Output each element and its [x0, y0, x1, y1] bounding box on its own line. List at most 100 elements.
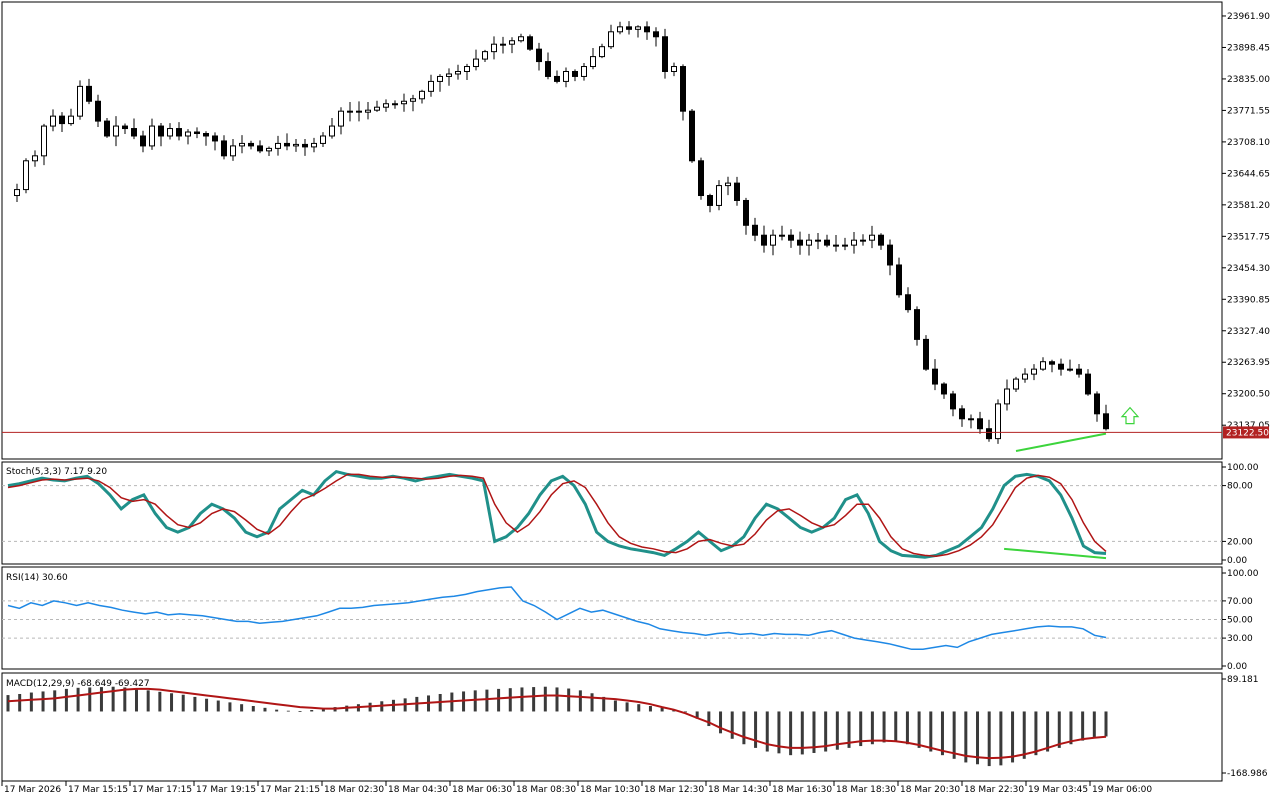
- candle-body: [608, 31, 614, 48]
- macd-histogram-bar: [251, 706, 255, 712]
- macd-histogram-bar: [228, 702, 232, 712]
- price-tick-label: 23835.00: [1227, 75, 1270, 85]
- candle-body: [455, 70, 461, 75]
- candle-body: [383, 103, 389, 108]
- candle-body: [1040, 361, 1046, 370]
- macd-histogram-bar: [298, 711, 302, 712]
- price-tick-label: 23898.45: [1227, 43, 1270, 53]
- candle-body: [491, 43, 497, 53]
- price-pane[interactable]: [1, 1, 1223, 460]
- candle-body: [104, 120, 110, 137]
- candle-body: [401, 100, 407, 105]
- rsi-line: [7, 586, 1107, 651]
- macd-histogram-bar: [847, 711, 851, 748]
- macd-histogram-bar: [543, 686, 547, 712]
- candle-body: [374, 106, 380, 111]
- macd-histogram-bar: [88, 687, 92, 712]
- candle-body: [977, 418, 983, 430]
- macd-histogram-bar: [1092, 711, 1096, 737]
- candle-body: [1103, 413, 1109, 430]
- candle-body: [959, 408, 965, 420]
- candle-body: [356, 110, 362, 113]
- candle-body: [1031, 368, 1037, 375]
- macd-histogram-bar: [567, 688, 571, 712]
- candle-body: [833, 244, 839, 247]
- candle-body: [446, 73, 452, 77]
- macd-histogram-bar: [321, 708, 325, 712]
- candle-body: [275, 142, 281, 149]
- price-axis: 23961.90 23898.45 23835.00 23771.55 23708.10…: [1222, 12, 1270, 431]
- time-axis: 17 Mar 2026 17 Mar 15:15 17 Mar 17:15 17 Ma…: [1, 781, 1152, 795]
- candle-body: [293, 143, 299, 147]
- candle-body: [698, 160, 704, 197]
- candle-body: [1076, 368, 1082, 375]
- candle-body: [23, 160, 29, 191]
- candle-body: [311, 142, 317, 148]
- candle-body: [806, 239, 812, 246]
- macd-histogram-bar: [53, 690, 57, 712]
- macd-histogram-bar: [765, 711, 769, 752]
- macd-histogram-bar: [508, 688, 512, 712]
- candle-body: [50, 115, 56, 127]
- macd-histogram-bar: [286, 710, 290, 712]
- price-tick-label: 23517.75: [1227, 232, 1270, 242]
- candle-body: [986, 428, 992, 440]
- time-tick-label: 17 Mar 17:15: [132, 785, 192, 795]
- macd-histogram-bar: [882, 711, 886, 743]
- rsi-title: RSI(14) 30.60: [6, 573, 68, 583]
- rsi-pane[interactable]: [1, 566, 1223, 670]
- macd-histogram-bar: [976, 711, 980, 765]
- macd-histogram-bar: [193, 696, 197, 712]
- candle-body: [410, 98, 416, 102]
- candle-body: [320, 135, 326, 144]
- indicator-tick-label: 0.00: [1227, 662, 1247, 672]
- price-divergence-line: [1015, 432, 1107, 453]
- macd-signal-line: [7, 687, 1107, 760]
- candle-body: [419, 90, 425, 100]
- candle-body: [1085, 373, 1091, 395]
- time-tick-label: 18 Mar 22:30: [964, 785, 1024, 795]
- macd-histogram-bar: [497, 688, 501, 712]
- current-price-line: 23122.50: [2, 426, 1269, 439]
- stochastic-main-line: [7, 469, 1107, 559]
- macd-histogram-bar: [1034, 711, 1038, 756]
- indicator-tick-label: 20.00: [1227, 537, 1253, 547]
- candle-body: [1067, 368, 1073, 371]
- macd-histogram-bar: [1011, 711, 1015, 763]
- time-tick-label: 18 Mar 04:30: [388, 785, 448, 795]
- macd-histogram-bar: [964, 711, 968, 763]
- candle-body: [203, 133, 209, 137]
- macd-histogram-bar: [625, 702, 629, 712]
- candle-body: [788, 234, 794, 241]
- time-tick-label: 17 Mar 21:15: [260, 785, 320, 795]
- price-tick-label: 23137.05: [1227, 421, 1270, 431]
- price-tick-label: 23200.50: [1227, 390, 1270, 400]
- macd-histogram-bar: [789, 711, 793, 756]
- time-tick-label: 18 Mar 06:30: [452, 785, 512, 795]
- candle-body: [32, 155, 38, 162]
- indicator-tick-label: 70.00: [1227, 597, 1253, 607]
- candle-body: [1004, 388, 1010, 405]
- macd-histogram-bar: [917, 711, 921, 748]
- macd-histogram-bar: [859, 711, 863, 747]
- macd-histogram-bar: [683, 711, 687, 713]
- macd-histogram-bar: [205, 698, 209, 712]
- candle-body: [680, 66, 686, 112]
- price-tick-label: 23263.95: [1227, 358, 1270, 368]
- candle-body: [437, 75, 443, 82]
- stochastic-pane[interactable]: [1, 461, 1223, 565]
- macd-histogram-bar: [29, 692, 33, 712]
- macd-histogram-bar: [170, 693, 174, 712]
- candle-body: [230, 145, 236, 157]
- macd-pane[interactable]: [1, 672, 1223, 782]
- candle-body: [968, 418, 974, 421]
- candle-body: [212, 135, 218, 142]
- candle-body: [77, 85, 83, 117]
- candle-body: [599, 46, 605, 58]
- candle-body: [1049, 361, 1055, 365]
- candle-body: [941, 383, 947, 395]
- macd-histogram-bar: [181, 694, 185, 712]
- price-tick-label: 23708.10: [1227, 138, 1270, 148]
- candle-body: [734, 182, 740, 201]
